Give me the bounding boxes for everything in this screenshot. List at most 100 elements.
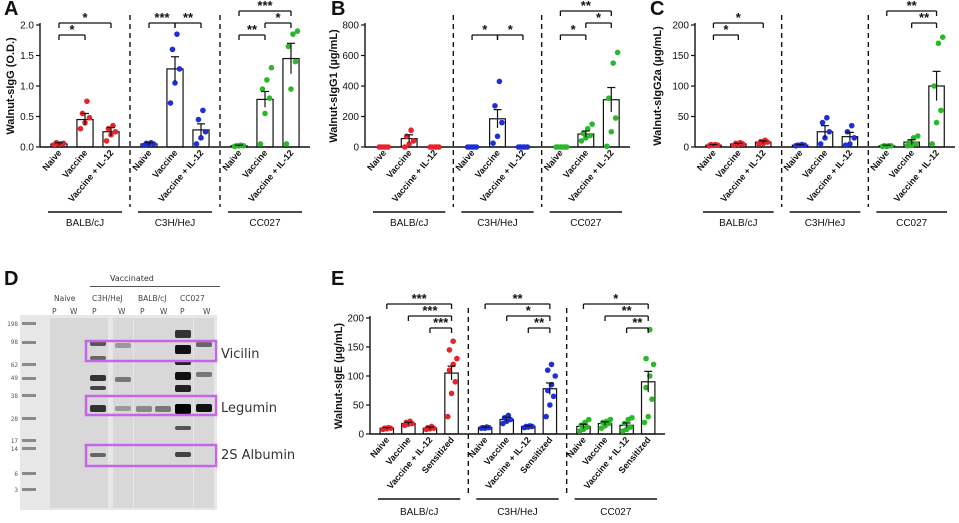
y-tick-label: 1.5 bbox=[20, 51, 34, 62]
y-tick-label: 0 bbox=[683, 143, 689, 154]
band-highlight-box bbox=[84, 443, 218, 468]
blot-band bbox=[90, 375, 106, 381]
mw-marker: 28 bbox=[10, 416, 18, 423]
significance-label: * bbox=[526, 303, 532, 318]
y-tick-label: 0.5 bbox=[20, 112, 34, 123]
data-point bbox=[548, 361, 555, 368]
significance-label: * bbox=[571, 22, 577, 37]
significance-label: ** bbox=[183, 10, 194, 25]
data-point bbox=[881, 142, 888, 149]
y-tick-label: 600 bbox=[342, 51, 359, 62]
ladder-band bbox=[22, 363, 36, 366]
category-label: Naive bbox=[868, 148, 891, 173]
lane-sub-p: P bbox=[180, 307, 185, 316]
band-highlight-box bbox=[84, 394, 218, 417]
blot-band bbox=[90, 386, 106, 390]
data-point bbox=[563, 144, 570, 150]
data-point bbox=[915, 133, 921, 139]
data-point bbox=[446, 347, 453, 353]
y-tick-label: 0.0 bbox=[20, 143, 34, 154]
data-point bbox=[847, 141, 853, 147]
significance-label: *** bbox=[257, 0, 273, 13]
data-point bbox=[262, 110, 268, 117]
band-label-legumin: Legumin bbox=[221, 401, 278, 416]
y-axis-label: Walnut-sIgE (µg/mL) bbox=[333, 323, 345, 429]
data-point bbox=[583, 135, 589, 141]
data-point bbox=[650, 361, 657, 368]
significance-label: * bbox=[275, 10, 281, 25]
y-axis-label: Walnut-sIgG2a (µg/mL) bbox=[652, 26, 664, 146]
y-tick-label: 0 bbox=[358, 430, 364, 441]
data-point bbox=[202, 128, 209, 135]
data-point bbox=[649, 396, 655, 403]
y-tick-label: 400 bbox=[342, 82, 359, 93]
data-point bbox=[913, 141, 919, 147]
category-label: Naive bbox=[220, 148, 243, 173]
data-point bbox=[544, 367, 551, 374]
data-point bbox=[112, 128, 119, 135]
lane-label-naive: Naive bbox=[54, 294, 76, 303]
data-point bbox=[292, 58, 299, 65]
blot-band bbox=[196, 404, 212, 412]
band-label-vicilin: Vicilin bbox=[221, 347, 260, 362]
data-point bbox=[444, 413, 451, 420]
mw-marker: 6 bbox=[14, 471, 18, 478]
data-point bbox=[586, 416, 592, 423]
data-point bbox=[587, 132, 594, 139]
data-point bbox=[580, 130, 587, 137]
panel-letter-d: D bbox=[4, 268, 19, 290]
blot-band bbox=[90, 356, 106, 360]
group-label: BALB/cJ bbox=[66, 218, 104, 229]
significance-label: ** bbox=[534, 315, 545, 330]
y-tick-label: 200 bbox=[347, 314, 364, 325]
band-highlight-box bbox=[84, 339, 218, 363]
data-point bbox=[378, 144, 384, 150]
data-point bbox=[77, 125, 84, 132]
data-point bbox=[198, 135, 204, 141]
y-tick-label: 150 bbox=[672, 51, 689, 62]
group-label: CC027 bbox=[896, 218, 928, 229]
mw-marker: 49 bbox=[10, 375, 18, 382]
group-label: C3H/HeJ bbox=[805, 218, 846, 229]
data-point bbox=[448, 390, 455, 397]
data-point bbox=[547, 402, 553, 408]
data-point bbox=[169, 46, 176, 53]
data-point bbox=[610, 60, 616, 66]
data-point bbox=[257, 141, 264, 147]
group-label: C3H/HeJ bbox=[497, 507, 538, 518]
category-label: Vaccine + IL-12 bbox=[892, 148, 941, 204]
panel-letter-a: A bbox=[4, 0, 19, 20]
data-point bbox=[499, 119, 505, 126]
lane-sub-w: W bbox=[160, 307, 168, 316]
category-label: Vaccine + IL-12 bbox=[566, 148, 615, 204]
lane-sub-w: W bbox=[70, 307, 78, 316]
significance-label: * bbox=[613, 291, 619, 306]
data-point bbox=[200, 107, 206, 114]
data-point bbox=[410, 138, 417, 144]
blot-band bbox=[175, 385, 191, 392]
panel-letter-e: E bbox=[331, 268, 345, 290]
ladder-band bbox=[22, 322, 36, 325]
data-point bbox=[607, 416, 614, 423]
data-point bbox=[604, 143, 610, 150]
significance-label: * bbox=[596, 10, 602, 25]
blot-band bbox=[90, 405, 106, 412]
data-point bbox=[517, 144, 524, 150]
significance-label: *** bbox=[422, 303, 438, 318]
blot-band bbox=[175, 330, 191, 338]
ladder-band bbox=[22, 417, 36, 420]
data-point bbox=[233, 142, 240, 149]
data-point bbox=[555, 144, 561, 150]
group-label: BALB/cJ bbox=[390, 218, 428, 229]
data-point bbox=[290, 31, 296, 37]
data-point bbox=[643, 384, 649, 391]
data-point bbox=[844, 128, 851, 135]
significance-label: * bbox=[82, 10, 88, 25]
lane-label-cc027: CC027 bbox=[180, 294, 205, 303]
data-point bbox=[285, 43, 292, 50]
blot-band bbox=[115, 343, 131, 348]
blot-band bbox=[115, 377, 131, 382]
data-point bbox=[842, 142, 849, 148]
y-tick-label: 1.0 bbox=[20, 82, 34, 93]
